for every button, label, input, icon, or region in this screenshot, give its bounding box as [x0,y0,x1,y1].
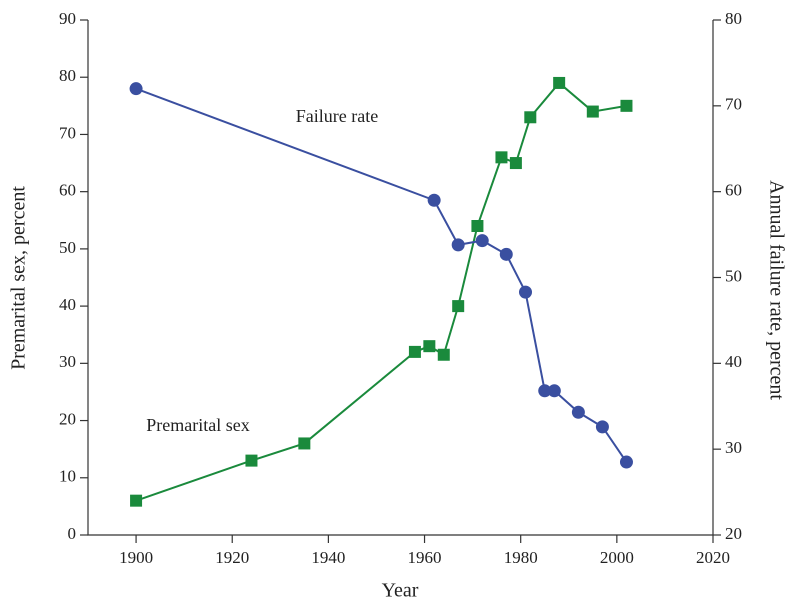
y-tick-label: 60 [59,181,76,200]
marker [620,99,633,112]
y2-tick-label: 80 [725,9,742,28]
marker [495,151,508,164]
y2-tick-label: 50 [725,266,742,285]
y-tick-label: 50 [59,238,76,257]
x-tick-label: 1940 [311,548,345,567]
x-axis-label: Year [382,580,419,602]
marker [423,340,436,353]
marker [509,157,522,170]
y-tick-label: 70 [59,123,76,142]
x-tick-label: 1980 [504,548,538,567]
y-tick-label: 90 [59,9,76,28]
line [135,81,627,502]
x-tick-label: 1920 [215,548,249,567]
x-tick-label: 1900 [119,548,153,567]
y2-axis-label: Annual failure rate, percent [765,180,787,400]
marker [130,494,143,507]
marker [619,455,633,469]
x-tick-label: 2000 [600,548,634,567]
y2-tick-label: 30 [725,438,742,457]
annotation: Premarital sex [146,415,249,435]
y-tick-label: 40 [59,295,76,314]
marker [519,285,532,299]
marker [547,384,561,398]
annotation: Failure rate [296,106,378,126]
marker [553,76,566,89]
y-tick-label: 30 [59,352,76,371]
marker [595,420,609,434]
line [135,87,628,463]
y-tick-label: 0 [68,524,77,543]
marker [452,300,465,313]
y2-tick-label: 40 [725,352,742,371]
marker [245,454,258,467]
marker [499,247,513,261]
y-axis-label: Premarital sex, percent [8,186,30,370]
marker [475,234,489,248]
marker [524,111,537,124]
y2-tick-label: 20 [725,524,742,543]
marker [437,348,450,361]
marker [129,82,143,96]
marker [586,105,599,118]
x-tick-label: 2020 [696,548,730,567]
marker [538,384,552,398]
marker [427,193,441,207]
y2-tick-label: 70 [725,95,742,114]
marker [451,238,465,252]
y2-tick-label: 60 [725,181,742,200]
marker [408,345,421,358]
y-tick-label: 10 [59,467,76,486]
marker [471,220,484,232]
x-tick-label: 1960 [408,548,442,567]
marker [571,405,585,419]
marker [298,437,311,450]
axis-frame [87,20,714,536]
y-tick-label: 80 [59,66,76,85]
y-tick-label: 20 [59,409,76,428]
